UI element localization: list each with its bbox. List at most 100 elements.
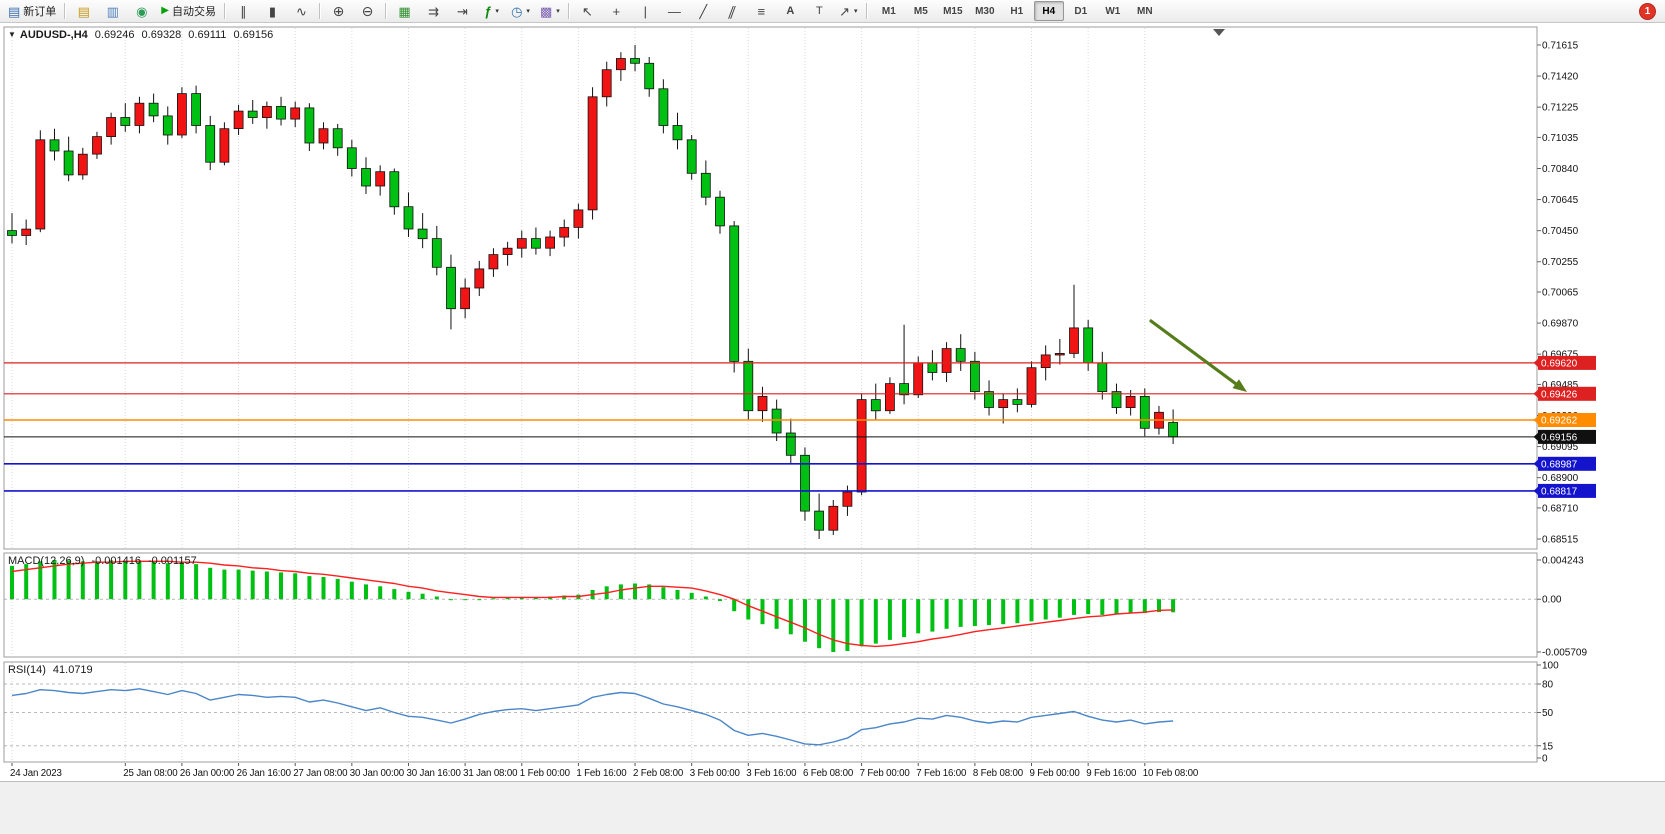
new-chart-button[interactable]: ▤ xyxy=(69,0,98,22)
pane-divider-macd[interactable] xyxy=(4,549,1537,553)
time-axis[interactable] xyxy=(4,763,1537,781)
text-button[interactable]: A xyxy=(776,0,805,22)
toolbar-separator xyxy=(319,3,321,19)
timeframe-w1-button[interactable]: W1 xyxy=(1105,5,1121,17)
macd-histogram-bar xyxy=(10,565,14,600)
macd-histogram-bar xyxy=(236,569,241,600)
timeframe-m30-button[interactable]: M30 xyxy=(975,5,995,17)
fibonacci-button[interactable]: ≡ xyxy=(747,0,776,22)
one-click-trading-collapse-icon[interactable]: ▼ xyxy=(8,30,16,39)
profiles-button[interactable]: ▥ xyxy=(98,0,127,22)
market-watch-button[interactable]: ◉ xyxy=(127,0,156,22)
candle-body xyxy=(375,171,386,187)
candle-body xyxy=(941,348,952,373)
timeframe-h1-button[interactable]: H1 xyxy=(1010,5,1024,17)
macd-histogram-bar xyxy=(1015,599,1020,624)
macd-histogram-bar xyxy=(1086,599,1091,614)
timeframe-mn-button[interactable]: MN xyxy=(1137,5,1153,17)
arrow-annotation-head[interactable] xyxy=(1232,379,1248,392)
ohlc-high: 0.69328 xyxy=(141,29,182,41)
chart-shift-marker[interactable] xyxy=(1213,29,1225,36)
candle-body xyxy=(346,147,357,169)
candlestick-button[interactable]: ▮ xyxy=(258,0,287,22)
periods-button[interactable]: ◷ ▾ xyxy=(506,0,535,22)
auto-scroll-button[interactable]: ⇉ xyxy=(419,0,448,22)
candle-body xyxy=(304,107,315,144)
macd-axis-label: 0.004243 xyxy=(1542,556,1584,567)
shapes-button[interactable]: ↗ ▾ xyxy=(834,0,863,22)
timeframe-m5-button[interactable]: M5 xyxy=(913,5,928,17)
pane-divider-rsi[interactable] xyxy=(4,657,1537,662)
zoom-out-button[interactable]: ⊖ xyxy=(353,0,382,22)
timeframe-d1-button[interactable]: D1 xyxy=(1074,5,1088,17)
trendline-icon: ╱ xyxy=(699,3,708,19)
timeframe-m15-button[interactable]: M15 xyxy=(943,5,963,17)
toolbar-separator xyxy=(224,3,226,19)
arrow-annotation[interactable] xyxy=(1149,319,1238,386)
candle-body xyxy=(332,128,343,149)
chevron-down-icon: ▾ xyxy=(556,8,560,15)
time-tick-label: 3 Feb 00:00 xyxy=(690,768,741,779)
price-axis[interactable] xyxy=(1538,27,1665,762)
channel-button[interactable]: ∥ xyxy=(718,0,747,22)
tile-windows-button[interactable]: ▦ xyxy=(390,0,419,22)
toolbar-group-chart-modes: ∥ ▮ ∿ xyxy=(229,0,316,22)
line-chart-button[interactable]: ∿ xyxy=(287,0,316,22)
candle-body xyxy=(700,172,711,198)
candle-body xyxy=(1012,399,1023,405)
autotrading-button[interactable]: ▶ 自动交易 xyxy=(156,1,221,21)
rsi-axis-label: 15 xyxy=(1542,741,1554,752)
notifications-badge[interactable]: 1 xyxy=(1640,3,1655,19)
line-price-tag xyxy=(1538,413,1596,427)
macd-histogram-bar xyxy=(95,561,99,600)
macd-histogram-bar xyxy=(1142,599,1147,614)
trendline-button[interactable]: ╱ xyxy=(689,0,718,22)
label-button[interactable]: T xyxy=(805,0,834,22)
candle-body xyxy=(1026,367,1037,405)
vertical-line-button[interactable]: | xyxy=(631,0,660,22)
timeframe-h4-button[interactable]: H4 xyxy=(1033,1,1064,21)
candle-body xyxy=(276,106,286,120)
chart-shift-button[interactable]: ⇥ xyxy=(448,0,477,22)
macd-histogram-bar xyxy=(378,586,383,600)
macd-axis-label: -0.005709 xyxy=(1542,648,1587,659)
macd-signal-line xyxy=(11,560,1174,648)
candle-body xyxy=(785,432,796,456)
macd-pane-border xyxy=(3,552,1538,658)
candle-body xyxy=(1125,395,1136,408)
candle-body xyxy=(7,230,17,236)
candle-body xyxy=(290,107,301,120)
candle-body xyxy=(587,96,598,211)
time-tick-label: 8 Feb 08:00 xyxy=(973,768,1024,779)
candle-body xyxy=(106,117,116,138)
candle-body xyxy=(970,360,980,392)
candle-body xyxy=(573,209,584,228)
text-icon: A xyxy=(786,4,795,17)
rsi-label: RSI(14) 41.0719 xyxy=(8,664,93,676)
price-tick-label: 0.69485 xyxy=(1542,380,1579,391)
chart-background xyxy=(0,23,1665,781)
toolbar: ▤ 新订单 ▤ ▥ ◉ ▶ 自动交易 ∥ ▮ ∿ ⊕ ⊖ ▦ ⇉ ⇥ ƒ ▾ ◷ ▾ ▩ ▾ ↖ + | — ╱ ∥… xyxy=(0,0,1665,23)
macd-histogram-bar xyxy=(222,569,227,600)
macd-histogram-bar xyxy=(887,599,892,640)
horizontal-line-button[interactable]: — xyxy=(660,0,689,22)
zoom-in-button[interactable]: ⊕ xyxy=(324,0,353,22)
time-tick-label: 31 Jan 08:00 xyxy=(463,768,518,779)
timeframe-m1-button[interactable]: M1 xyxy=(881,5,896,17)
candle-body xyxy=(205,125,216,163)
price-tick-label: 0.68900 xyxy=(1542,473,1579,484)
vertical-line-icon: | xyxy=(643,3,647,19)
price-tick-label: 0.69095 xyxy=(1542,442,1579,453)
cursor-button[interactable]: ↖ xyxy=(573,0,602,22)
periods-icon: ◷ xyxy=(511,3,523,19)
macd-histogram-bar xyxy=(66,560,71,600)
templates-button[interactable]: ▩ ▾ xyxy=(535,0,565,22)
toolbar-separator xyxy=(64,3,67,19)
bar-chart-button[interactable]: ∥ xyxy=(229,0,258,22)
candle-body xyxy=(446,266,456,310)
indicators-button[interactable]: ƒ ▾ xyxy=(477,0,506,22)
candle-body xyxy=(885,383,895,412)
crosshair-button[interactable]: + xyxy=(602,0,631,22)
new-order-button[interactable]: ▤ 新订单 xyxy=(3,1,61,21)
